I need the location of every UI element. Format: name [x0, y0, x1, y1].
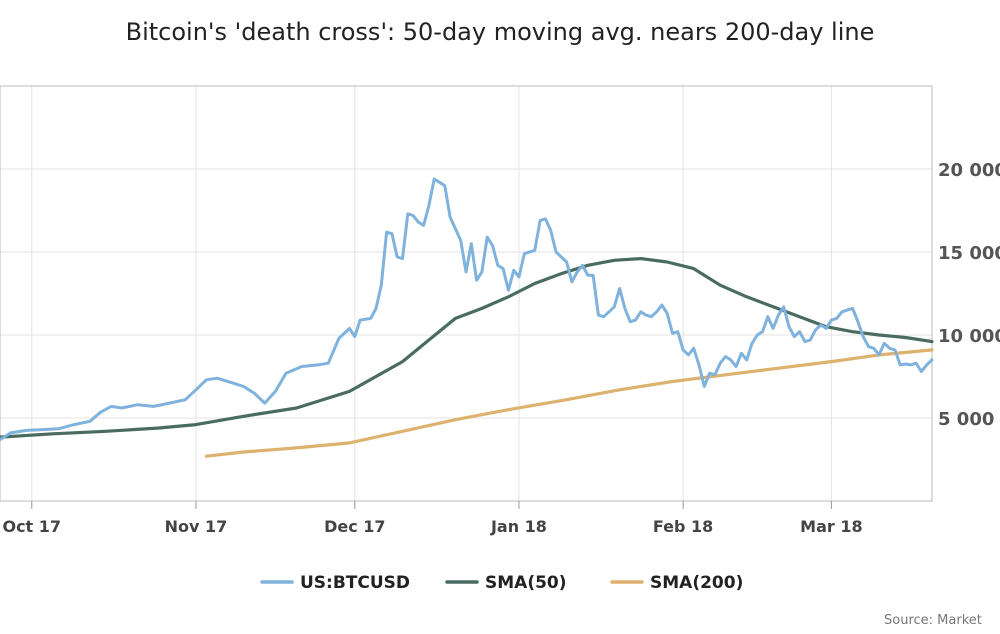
series-line-sma-200 — [204, 348, 934, 458]
series-line-us-btcusd — [0, 177, 934, 442]
y-tick-label: 5 000 — [938, 409, 994, 430]
x-tick-label: Nov 17 — [165, 517, 228, 536]
plot-area — [0, 85, 933, 502]
source-note: Source: Market — [884, 613, 982, 628]
x-tick-label: Jan 18 — [490, 517, 547, 536]
series-lines — [0, 177, 934, 458]
legend: US:BTCUSD SMA(50) SMA(200) — [260, 573, 743, 593]
chart-title: Bitcoin's 'death cross': 50-day moving a… — [126, 18, 875, 46]
y-axis: 5 000 10 000 15 000 20 000 — [938, 160, 1000, 430]
legend-label: US:BTCUSD — [300, 573, 410, 593]
series-line-sma-50 — [0, 257, 934, 439]
x-tick-label: Dec 17 — [324, 517, 385, 536]
x-axis: Oct 17 Nov 17 Dec 17 Jan 18 Feb 18 Mar 18 — [2, 501, 863, 536]
x-tick-label: Feb 18 — [653, 517, 713, 536]
y-tick-label: 10 000 — [938, 326, 1000, 347]
y-tick-label: 15 000 — [938, 243, 1000, 264]
x-tick-label: Mar 18 — [800, 517, 862, 536]
legend-label: SMA(200) — [650, 573, 743, 593]
grid — [0, 86, 932, 501]
x-tick-label: Oct 17 — [2, 517, 61, 536]
legend-label: SMA(50) — [485, 573, 567, 593]
y-tick-label: 20 000 — [938, 160, 1000, 181]
